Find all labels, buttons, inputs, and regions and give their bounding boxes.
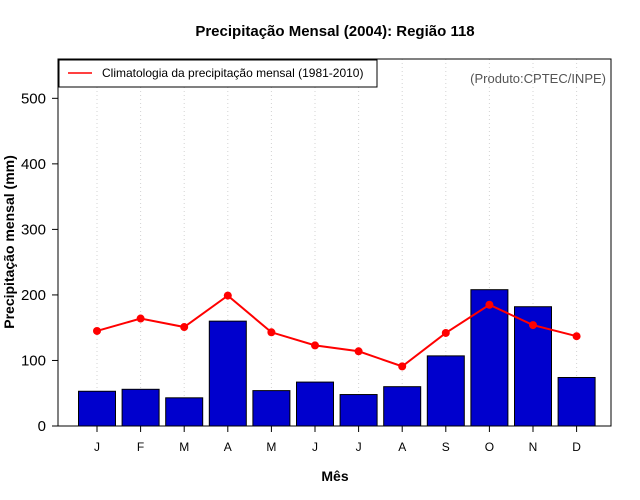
x-tick-label: J bbox=[356, 440, 362, 454]
legend-box bbox=[58, 59, 378, 88]
y-tick-label: 500 bbox=[21, 90, 46, 107]
y-axis-label: Precipitação mensal (mm) bbox=[1, 155, 17, 329]
x-tick-label: A bbox=[224, 440, 232, 454]
x-tick-label: J bbox=[312, 440, 318, 454]
climatology-line-layer bbox=[93, 291, 581, 371]
legend-entry-climatology: Climatologia da precipitação mensal (198… bbox=[102, 66, 363, 80]
climatology-point-4 bbox=[223, 291, 232, 300]
bar-9 bbox=[426, 355, 465, 427]
source-note: (Produto:CPTEC/INPE) bbox=[470, 71, 606, 86]
bar-5 bbox=[252, 390, 291, 427]
y-axis: 0 100 200 300 400 500 bbox=[21, 90, 58, 435]
bar-4 bbox=[208, 320, 247, 427]
bar-12 bbox=[557, 377, 596, 427]
bars-layer bbox=[78, 289, 596, 427]
bar-8 bbox=[383, 386, 422, 427]
climatology-point-1 bbox=[93, 326, 101, 335]
climatology-point-5 bbox=[267, 328, 276, 337]
legend: Climatologia da precipitação mensal (198… bbox=[58, 59, 378, 88]
climatology-point-10 bbox=[485, 300, 494, 309]
bar-7 bbox=[339, 394, 378, 427]
y-tick-label: 400 bbox=[21, 156, 46, 173]
x-tick-label: O bbox=[485, 440, 494, 454]
x-tick-label: M bbox=[266, 440, 276, 454]
y-tick-label: 300 bbox=[21, 221, 46, 238]
x-tick-label: A bbox=[398, 440, 406, 454]
bar-1 bbox=[78, 390, 116, 427]
plot-frame bbox=[57, 58, 612, 427]
climatology-point-2 bbox=[136, 314, 145, 323]
x-tick-label: M bbox=[179, 440, 189, 454]
x-tick-label: S bbox=[442, 440, 450, 454]
climatology-line bbox=[96, 294, 577, 368]
y-tick-label: 100 bbox=[21, 352, 46, 369]
x-tick-label: J bbox=[94, 440, 100, 454]
climatology-point-11 bbox=[529, 321, 537, 330]
y-tick-label: 200 bbox=[21, 287, 46, 304]
bar-6 bbox=[296, 381, 334, 427]
climatology-point-3 bbox=[180, 323, 189, 332]
climatology-point-6 bbox=[311, 341, 319, 350]
x-axis-label: Mês bbox=[321, 468, 348, 484]
x-tick-label: F bbox=[137, 440, 144, 454]
climatology-point-7 bbox=[354, 347, 363, 356]
x-tick-label: N bbox=[529, 440, 538, 454]
bar-2 bbox=[121, 388, 160, 427]
climatology-point-12 bbox=[572, 332, 581, 341]
chart-title: Precipitação Mensal (2004): Região 118 bbox=[195, 23, 474, 40]
y-tick-label: 0 bbox=[38, 418, 46, 435]
bar-3 bbox=[165, 397, 204, 427]
climatology-point-9 bbox=[441, 328, 450, 337]
climatology-point-8 bbox=[398, 362, 407, 371]
x-tick-label: D bbox=[572, 440, 581, 454]
